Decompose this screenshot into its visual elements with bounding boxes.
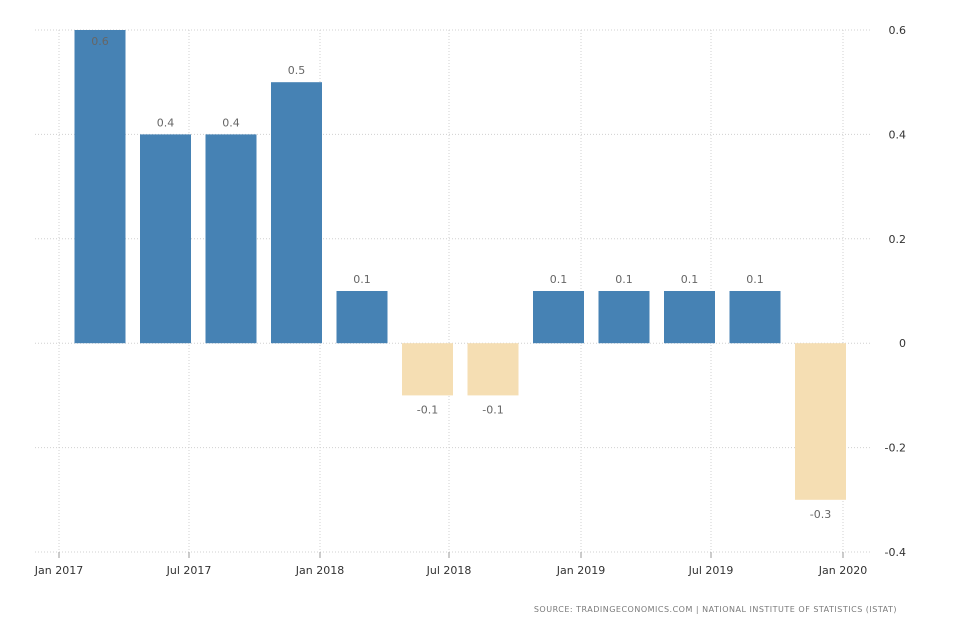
data-label: 0.1: [615, 273, 633, 286]
bar: [271, 82, 322, 344]
x-tick-label: Jan 2018: [295, 564, 344, 577]
x-tick-label: Jul 2019: [688, 564, 734, 577]
data-label: 0.1: [550, 273, 568, 286]
data-label: 0.4: [157, 116, 175, 129]
bar: [729, 291, 781, 344]
y-tick-label: 0.4: [889, 128, 907, 141]
data-label: 0.4: [222, 116, 240, 129]
data-label: 0.5: [288, 64, 306, 77]
x-tick-label: Jan 2019: [556, 564, 605, 577]
bar: [467, 343, 519, 396]
x-tick-label: Jul 2017: [166, 564, 212, 577]
data-label: 0.1: [681, 273, 699, 286]
bar: [74, 30, 126, 344]
bar: [795, 343, 846, 500]
bar: [533, 291, 584, 344]
data-label: 0.1: [353, 273, 371, 286]
x-tick-label: Jan 2020: [818, 564, 867, 577]
bar: [205, 134, 257, 344]
data-label: 0.6: [91, 35, 109, 48]
bar: [598, 291, 650, 344]
y-tick-label: -0.4: [885, 546, 906, 559]
bar: [402, 343, 453, 396]
data-label: 0.1: [746, 273, 764, 286]
bar: [664, 291, 715, 344]
data-label: -0.1: [417, 403, 438, 416]
x-tick-label: Jul 2018: [426, 564, 472, 577]
y-tick-label: 0.2: [889, 233, 907, 246]
y-tick-label: 0: [899, 337, 906, 350]
bar: [140, 134, 191, 344]
y-tick-label: 0.6: [889, 24, 907, 37]
data-label: -0.1: [482, 403, 503, 416]
source-note: SOURCE: TRADINGECONOMICS.COM | NATIONAL …: [533, 605, 897, 614]
x-tick-label: Jan 2017: [34, 564, 83, 577]
y-tick-label: -0.2: [885, 442, 906, 455]
data-label: -0.3: [810, 508, 831, 521]
bar: [336, 291, 388, 344]
